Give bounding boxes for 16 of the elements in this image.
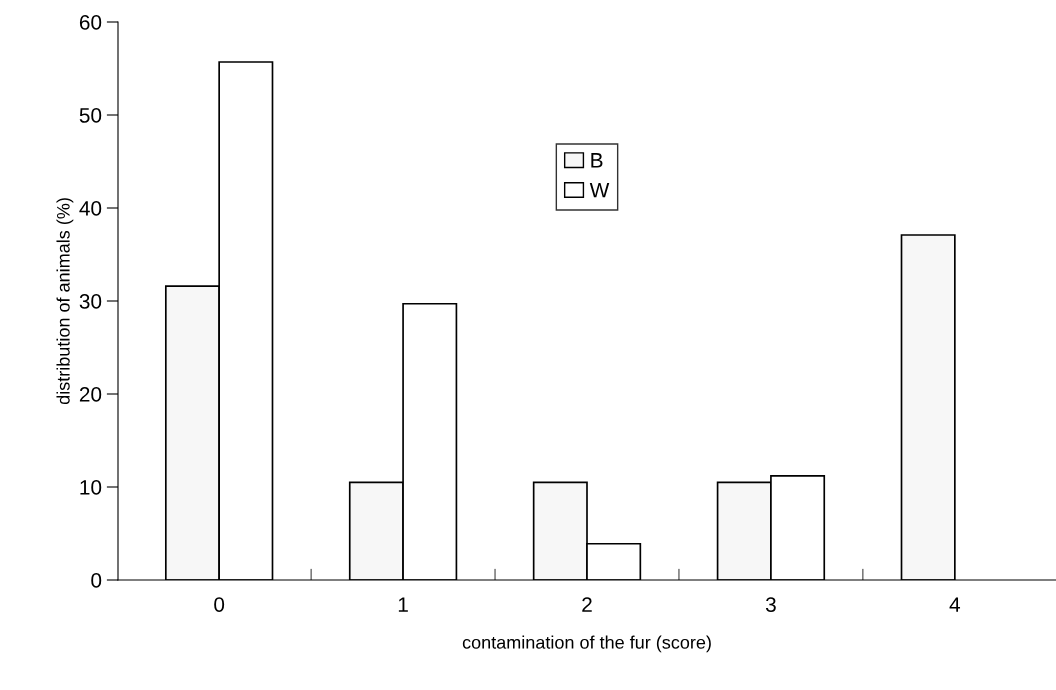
x-tick-label: 3: [765, 597, 776, 612]
y-tick-label: 40: [79, 201, 102, 216]
y-tick-label: 60: [79, 15, 102, 30]
x-tick-label: 1: [398, 597, 408, 612]
legend-label: W: [589, 182, 610, 198]
y-tick-label: 20: [79, 387, 102, 402]
x-tick-label: 2: [582, 597, 592, 612]
y-tick-label: 50: [79, 108, 102, 123]
legend-label: B: [591, 153, 603, 168]
y-axis-title: distribution of animals (%): [56, 198, 74, 405]
x-axis-title: contamination of the fur (score): [462, 635, 711, 653]
x-tick-label: 4: [949, 597, 961, 612]
x-tick-label: 0: [214, 597, 225, 612]
y-tick-label: 10: [80, 480, 102, 495]
y-tick-label: 0: [91, 573, 102, 588]
y-tick-label: 30: [79, 294, 102, 309]
